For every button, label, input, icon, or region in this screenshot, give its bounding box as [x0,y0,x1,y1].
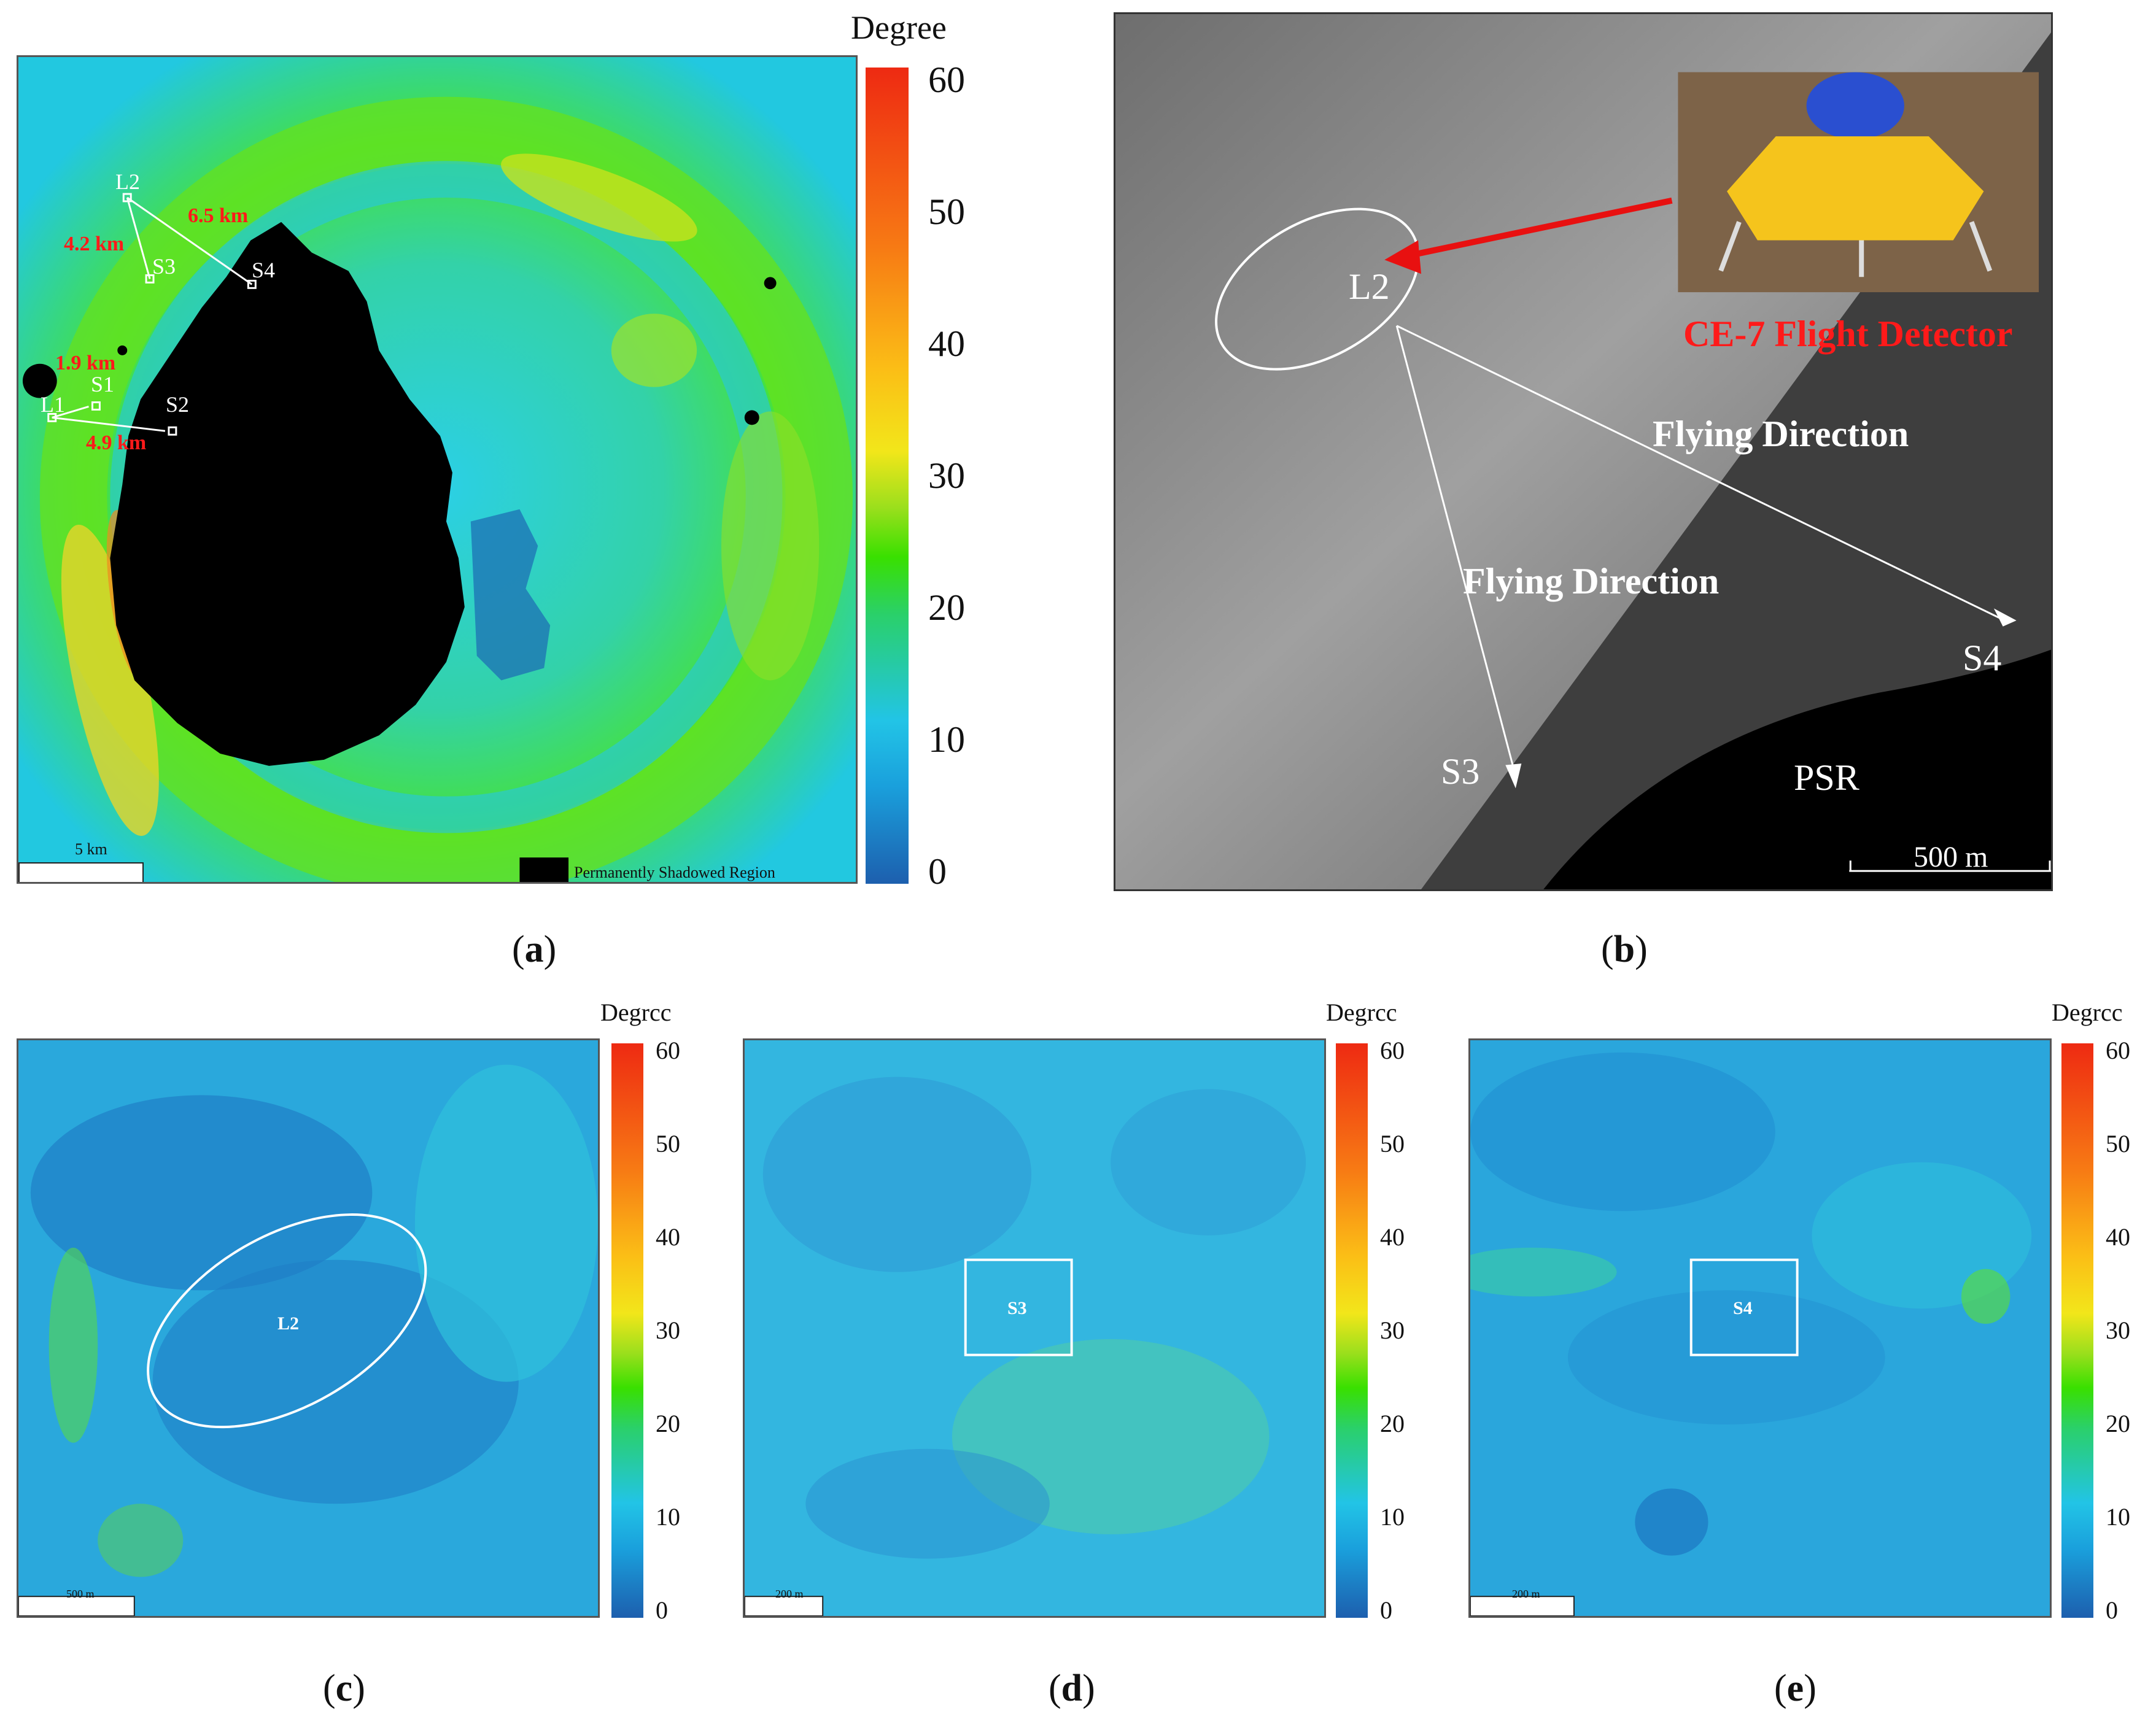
site-label-s1: S1 [91,372,115,396]
flying-direction-label-1: Flying Direction [1653,414,1909,454]
colorbar-tick-label: 0 [656,1596,668,1624]
slope-map-d: S3 200 m [743,1038,1326,1618]
colorbar-tick-label: 30 [656,1316,680,1344]
slope-map-e: S4 200 m [1468,1038,2052,1618]
slope-map-a-graphic [18,57,856,882]
scale-bar-a [18,862,144,882]
slope-map-a: L2 S3 S4 S1 L1 S2 6.5 km 4.2 km 1.9 km 4… [17,55,858,884]
colorbar-tick-label: 0 [2106,1596,2118,1624]
colorbar-tick-label: 30 [2106,1316,2130,1344]
colorbar-tick-label: 50 [1380,1130,1405,1158]
caption-d: (d) [1049,1668,1095,1709]
caption-letter-b: b [1613,929,1635,970]
colorbar-tick-label: 20 [656,1410,680,1437]
colorbar-tick-label: 40 [2106,1223,2130,1251]
colorbar-tick-label: 10 [928,719,965,760]
caption-e: (e) [1774,1668,1817,1709]
colorbar-tick-label: 0 [928,851,947,892]
colorbar-title-e: Degrcc [2052,999,2123,1026]
caption-letter-c: c [335,1668,353,1709]
caption-letter-d: d [1061,1668,1083,1709]
site-label-l2-b: L2 [1349,266,1390,307]
colorbar-tick-label: 30 [1380,1316,1405,1344]
colorbar-a [866,68,909,884]
scale-label-b: 500 m [1914,841,1988,873]
scale-label-c: 500 m [66,1588,95,1600]
psr-legend-label: Permanently Shadowed Region [574,864,775,881]
lunar-image-b-graphic [1115,14,2051,889]
colorbar-tick-label: 40 [656,1223,680,1251]
colorbar-tick-label: 10 [656,1503,680,1531]
caption-letter-a: a [524,929,544,970]
colorbar-tick-label: 60 [2106,1037,2130,1064]
slope-map-e-graphic [1470,1040,2050,1616]
psr-label-b: PSR [1794,757,1859,798]
distance-l1-s1: 1.9 km [55,352,116,374]
detector-label: CE-7 Flight Detector [1683,314,2013,354]
colorbar-tick-label: 50 [928,191,965,232]
site-label-l1: L1 [41,392,65,417]
caption-a: (a) [512,929,557,970]
psr-region [110,222,465,766]
site-label-d: S3 [1007,1298,1027,1318]
colorbar-c [611,1043,643,1618]
colorbar-e [2061,1043,2093,1618]
colorbar-tick-label: 10 [1380,1503,1405,1531]
colorbar-tick-label: 50 [2106,1130,2130,1158]
caption-c: (c) [323,1668,365,1709]
colorbar-tick-label: 40 [1380,1223,1405,1251]
site-label-s4: S4 [252,258,276,282]
colorbar-tick-label: 20 [928,587,965,628]
slope-map-c: L2 500 m [17,1038,600,1618]
site-label-c: L2 [277,1313,300,1334]
colorbar-tick-label: 30 [928,455,965,496]
site-label-l2: L2 [115,169,140,194]
scale-label-e: 200 m [1512,1588,1540,1600]
site-label-s3: S3 [152,254,176,279]
colorbar-tick-label: 20 [1380,1410,1405,1437]
distance-l2-s4: 6.5 km [188,204,249,227]
distance-l2-s3: 4.2 km [64,233,125,255]
colorbar-d [1336,1043,1368,1618]
distance-l1-s2: 4.9 km [86,431,147,454]
colorbar-title-d: Degrcc [1326,999,1397,1026]
site-label-e: S4 [1733,1298,1753,1318]
site-label-s4-b: S4 [1963,638,2002,678]
site-label-s3-b: S3 [1441,751,1480,792]
lunar-image-b: L2 S3 S4 PSR Flying Direction Flying Dir… [1114,12,2053,891]
slope-map-c-graphic [18,1040,598,1616]
scale-label-a: 5 km [75,840,107,858]
colorbar-tick-label: 50 [656,1130,680,1158]
site-label-s2: S2 [166,392,190,417]
colorbar-title-a: Degree [851,9,947,46]
slope-map-d-graphic [745,1040,1324,1616]
colorbar-tick-label: 10 [2106,1503,2130,1531]
caption-letter-e: e [1786,1668,1804,1709]
caption-b: (b) [1601,929,1648,970]
colorbar-tick-label: 60 [928,60,965,100]
colorbar-tick-label: 60 [656,1037,680,1064]
colorbar-tick-label: 60 [1380,1037,1405,1064]
flying-direction-label-2: Flying Direction [1463,561,1720,601]
colorbar-tick-label: 40 [928,323,965,364]
colorbar-title-c: Degrcc [600,999,672,1026]
colorbar-tick-label: 20 [2106,1410,2130,1437]
colorbar-tick-label: 0 [1380,1596,1392,1624]
scale-label-d: 200 m [775,1588,804,1600]
